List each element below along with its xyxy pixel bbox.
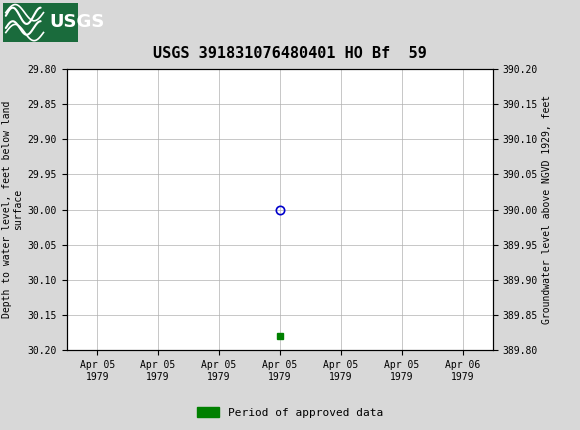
FancyBboxPatch shape [3, 3, 78, 42]
Y-axis label: Groundwater level above NGVD 1929, feet: Groundwater level above NGVD 1929, feet [542, 95, 552, 324]
Y-axis label: Depth to water level, feet below land
surface: Depth to water level, feet below land su… [2, 101, 23, 318]
Legend: Period of approved data: Period of approved data [193, 403, 387, 422]
Text: USGS 391831076480401 HO Bf  59: USGS 391831076480401 HO Bf 59 [153, 46, 427, 61]
Text: USGS: USGS [49, 12, 104, 31]
